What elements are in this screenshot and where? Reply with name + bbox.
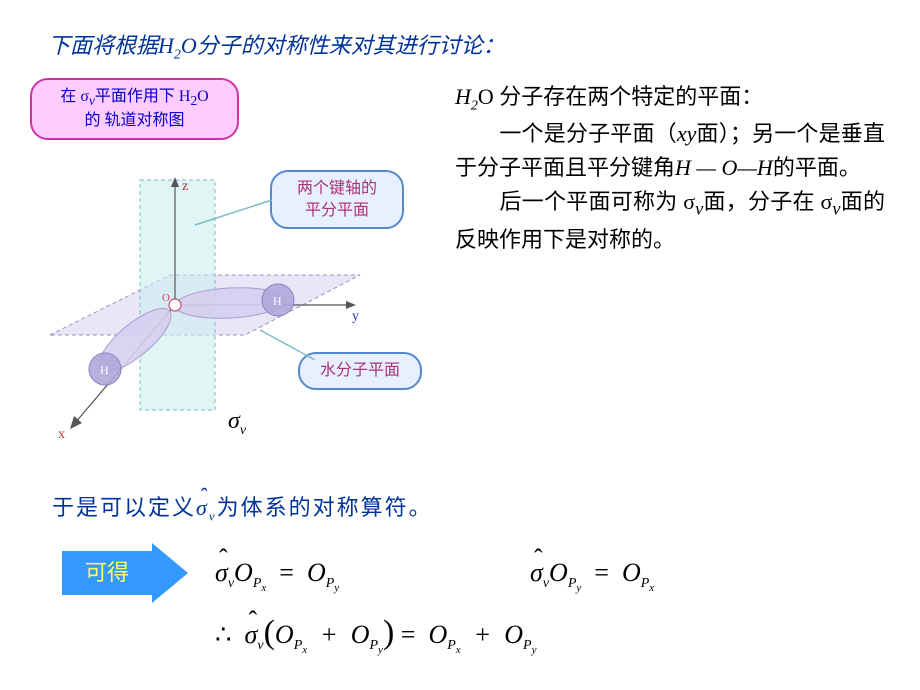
equation-1: σvOPx = OPy	[215, 558, 339, 594]
x-label: x	[58, 427, 65, 442]
callout-orbital-symmetry: 在 σν平面作用下 H2O 的 轨道对称图	[30, 78, 239, 140]
eq3-y2: y	[532, 644, 537, 656]
definition-line: 于是可以定义ˆσv为体系的对称算符。	[52, 490, 433, 524]
eq2-O2: O	[622, 558, 641, 587]
x-arrow	[70, 416, 82, 429]
title-prefix: 下面将根据	[48, 33, 158, 58]
eq3-O2: O	[351, 620, 370, 649]
eq1-eq: =	[279, 558, 294, 587]
connector-2	[260, 330, 315, 360]
eq3-O1: O	[275, 620, 294, 649]
body-l3a: 后一个平面可称为 σ	[455, 189, 695, 214]
molecular-diagram: z y x O H H	[40, 155, 370, 445]
y-label: y	[352, 309, 359, 324]
O-label: O	[162, 292, 170, 304]
arrow-text: 可得	[85, 560, 129, 585]
eq3-P1: P	[294, 638, 303, 653]
pink-l2: 的 轨道对称图	[84, 112, 184, 129]
body-l1b: O 分子存在两个特定的平面：	[478, 84, 763, 109]
body-hoh: H — O—H	[675, 155, 773, 180]
body-l3b: 面，分子在 σ	[703, 189, 832, 214]
body-text: H2O 分子存在两个特定的平面： 一个是分子平面（xy面）；另一个是垂直于分子平…	[455, 80, 885, 257]
H2-label: H	[273, 294, 282, 308]
pink-l1c: O	[197, 88, 209, 105]
result-arrow-label: 可得	[62, 551, 152, 595]
eq3-sigma: σ	[245, 620, 258, 650]
eq3-O3: O	[428, 620, 447, 649]
eq2-P2: P	[641, 576, 650, 591]
body-l2c: 的平面。	[773, 155, 861, 180]
title-sub2: 2	[174, 47, 181, 62]
body-l2: 一个是分子平面（	[455, 121, 677, 146]
z-label: z	[182, 179, 188, 194]
eq2-eq: =	[594, 558, 609, 587]
body-H: H	[455, 84, 471, 109]
eq3-P3: P	[447, 638, 456, 653]
eq3-O4: O	[504, 620, 523, 649]
eq3-P4: P	[523, 638, 532, 653]
eq3-P2: P	[369, 638, 378, 653]
eq3-therefore: ∴	[215, 620, 232, 649]
sigma-sub: v	[240, 423, 246, 438]
eq2-y1: y	[576, 582, 581, 594]
eq1-y1: y	[334, 582, 339, 594]
eq3-x1: x	[302, 644, 307, 656]
eq3-x2: x	[456, 644, 461, 656]
eq1-O1: O	[234, 558, 253, 587]
equation-2: σvOPy = OPx	[530, 558, 654, 594]
y-arrow	[346, 301, 356, 309]
eq2-O1: O	[549, 558, 568, 587]
result-arrow-head	[152, 543, 188, 603]
def-pre: 于是可以定义	[52, 495, 196, 520]
page-title: 下面将根据H2O分子的对称性来对其进行讨论：	[48, 28, 505, 63]
def-v: v	[209, 508, 217, 523]
sigma-v-label: σv	[228, 408, 246, 439]
eq1-O2: O	[307, 558, 326, 587]
body-sub2: 2	[471, 98, 478, 113]
eq2-sigma: σ	[530, 558, 543, 588]
title-suffix: 分子的对称性来对其进行讨论：	[197, 33, 505, 58]
title-O: O	[181, 33, 197, 58]
equation-3: ∴ σv(OPx + OPy) = OPx + OPy	[215, 614, 536, 656]
body-xy: xy	[677, 121, 697, 146]
eq1-P2: P	[326, 576, 335, 591]
pink-l1a: 在 σ	[60, 88, 89, 105]
title-H: H	[158, 33, 174, 58]
body-nu1: ν	[695, 199, 703, 219]
eq1-sigma: σ	[215, 558, 228, 588]
oxygen-atom	[169, 299, 181, 311]
pink-l1b: 平面作用下 H	[95, 88, 191, 105]
eq3-eq: =	[401, 620, 416, 649]
def-post: 为体系的对称算符。	[217, 495, 433, 520]
eq2-x1: x	[649, 582, 654, 594]
eq1-x1: x	[261, 582, 266, 594]
H1-label: H	[100, 363, 109, 377]
sigma-char: σ	[228, 408, 240, 434]
